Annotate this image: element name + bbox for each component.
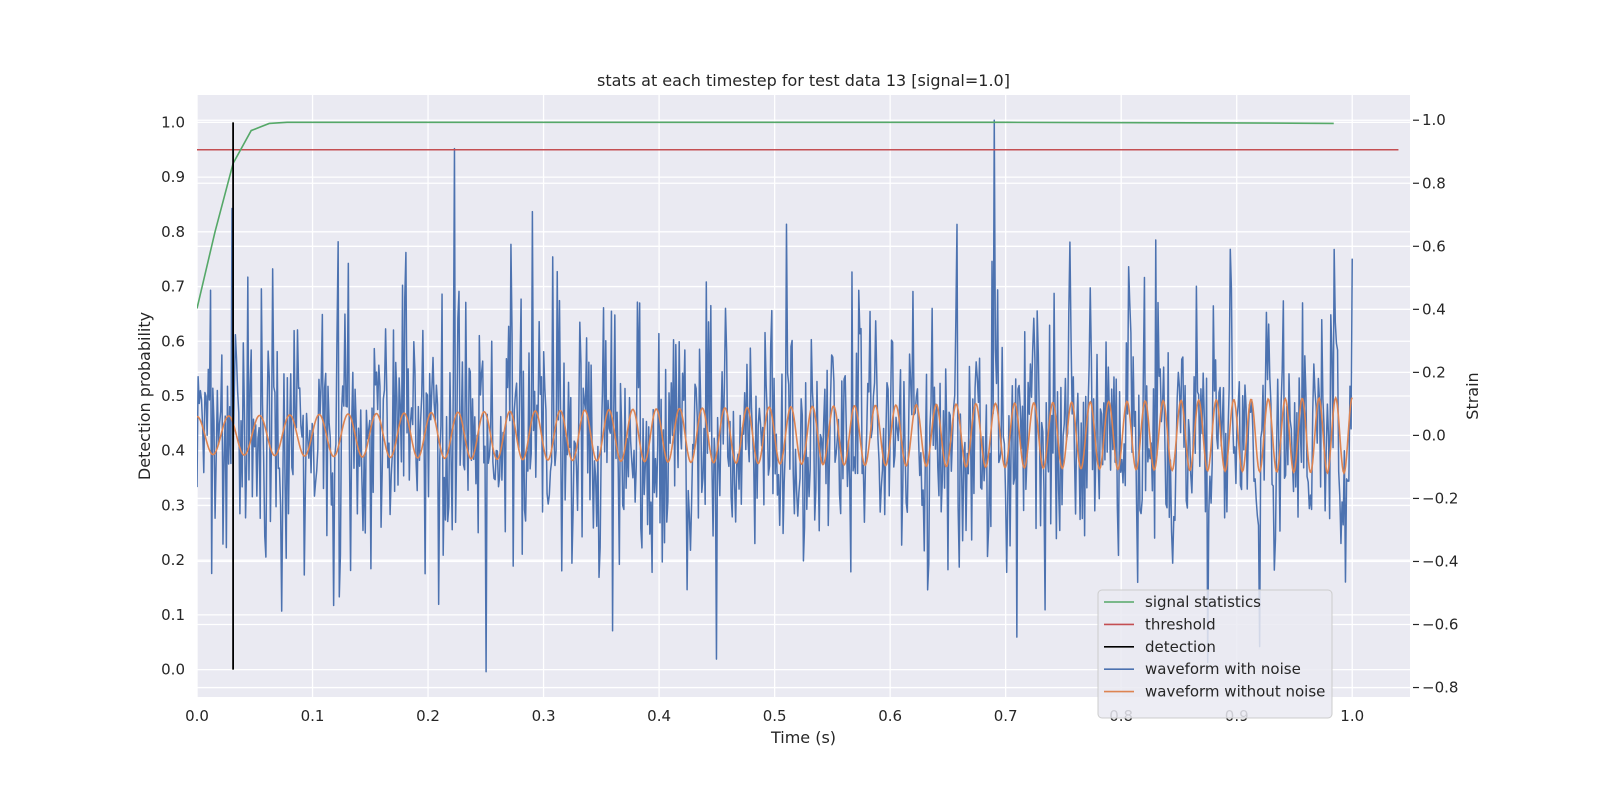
y2-tick-label: 0.6 xyxy=(1422,237,1446,255)
left-axis-ticks: 0.0 0.1 0.2 0.3 0.4 0.5 0.6 0.7 0.8 0.9 1.0 xyxy=(161,113,185,678)
x-tick-label: 0.3 xyxy=(532,707,556,725)
y-tick-label: 0.6 xyxy=(161,332,185,350)
x-tick-label: 0.0 xyxy=(185,707,209,725)
y2-tick-label: 0.4 xyxy=(1422,300,1446,318)
y-tick-label: 0.9 xyxy=(161,168,185,186)
legend-label: threshold xyxy=(1145,615,1216,633)
y2-tick-label: −0.2 xyxy=(1422,489,1458,507)
y-tick-label: 0.1 xyxy=(161,606,185,624)
legend-box xyxy=(1097,589,1333,719)
series-layer xyxy=(197,119,1399,673)
chart-title: stats at each timestep for test data 13 … xyxy=(597,71,1010,90)
legend: signal statistics threshold detection wavef… xyxy=(1097,589,1333,719)
x-tick-label: 0.1 xyxy=(301,707,325,725)
y2-tick-label: 0.0 xyxy=(1422,426,1446,444)
x-tick-label: 0.6 xyxy=(878,707,902,725)
y-axis-label: Detection probability xyxy=(135,312,154,480)
y2-axis-label: Strain xyxy=(1463,372,1482,419)
series-waveform-with-noise xyxy=(197,119,1353,673)
right-axis-ticks: −0.8 −0.6 −0.4 −0.2 0.0 0.2 0.4 0.6 0.8 1.0 xyxy=(1413,111,1458,697)
y-tick-label: 0.8 xyxy=(161,223,185,241)
y2-tick-label: 0.8 xyxy=(1422,174,1446,192)
y-tick-label: 0.7 xyxy=(161,278,185,296)
y2-tick-label: −0.4 xyxy=(1422,552,1458,570)
y2-tick-label: −0.8 xyxy=(1422,679,1458,697)
legend-label: waveform with noise xyxy=(1145,660,1301,678)
y2-tick-label: 0.2 xyxy=(1422,363,1446,381)
y-tick-label: 0.5 xyxy=(161,387,185,405)
x-tick-label: 0.7 xyxy=(994,707,1018,725)
x-axis-label: Time (s) xyxy=(770,728,836,747)
legend-label: waveform without noise xyxy=(1145,683,1325,701)
x-tick-label: 0.5 xyxy=(763,707,787,725)
y2-tick-label: 1.0 xyxy=(1422,111,1446,129)
series-waveform-without-noise xyxy=(197,395,1353,476)
x-tick-label: 0.2 xyxy=(416,707,440,725)
legend-label: detection xyxy=(1145,638,1216,656)
y-tick-label: 0.0 xyxy=(161,661,185,679)
x-tick-label: 1.0 xyxy=(1340,707,1364,725)
x-tick-label: 0.4 xyxy=(647,707,671,725)
y-tick-label: 0.3 xyxy=(161,496,185,514)
legend-label: signal statistics xyxy=(1145,593,1261,611)
y-tick-label: 0.2 xyxy=(161,551,185,569)
y-tick-label: 0.4 xyxy=(161,442,185,460)
y2-tick-label: −0.6 xyxy=(1422,616,1458,634)
y-tick-label: 1.0 xyxy=(161,113,185,131)
